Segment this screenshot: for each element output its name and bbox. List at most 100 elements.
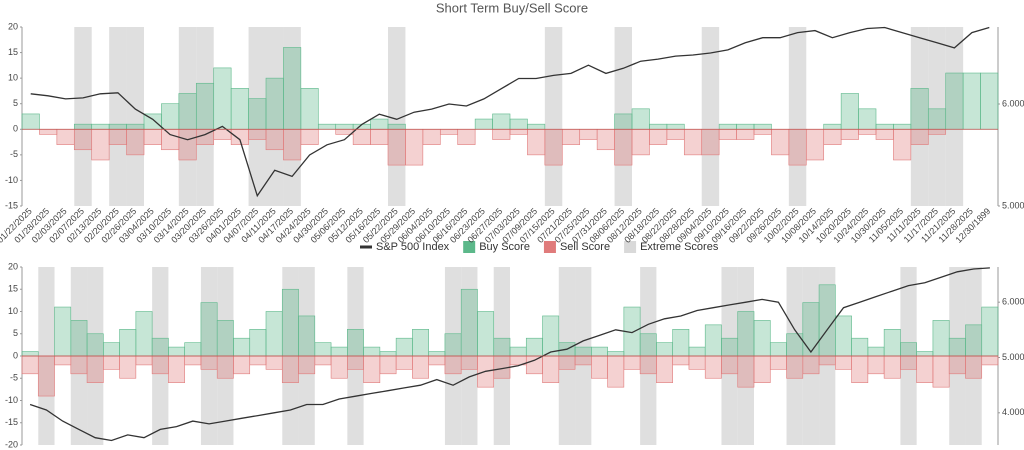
- score-step: [753, 320, 771, 357]
- score-step: [858, 128, 877, 135]
- score-step: [387, 128, 406, 166]
- score-step: [558, 355, 576, 370]
- extreme-band: [388, 27, 406, 206]
- score-step: [910, 88, 929, 130]
- score-step: [916, 351, 934, 357]
- score-step: [607, 355, 625, 388]
- score-step: [21, 113, 40, 130]
- score-step: [460, 288, 478, 357]
- y-tick-label: -20: [5, 439, 18, 449]
- score-step: [771, 128, 790, 156]
- score-step: [300, 128, 319, 145]
- legend: S&P 500 Index Buy Score Sell Score Extreme …: [360, 241, 719, 253]
- y2-tick-label: 6.000: [1002, 297, 1024, 307]
- score-step: [21, 355, 39, 375]
- score-step: [900, 355, 917, 370]
- score-step: [474, 118, 493, 130]
- score-step: [544, 128, 563, 166]
- score-step: [948, 355, 966, 375]
- extreme-band: [109, 27, 127, 206]
- score-step: [444, 355, 462, 375]
- score-step: [701, 128, 720, 156]
- score-step: [161, 103, 180, 130]
- score-step: [786, 355, 804, 379]
- score-step: [753, 123, 772, 130]
- score-step: [54, 355, 72, 366]
- score-step: [614, 113, 633, 130]
- score-step: [596, 128, 615, 151]
- score-step: [737, 355, 755, 388]
- extreme-band: [788, 27, 807, 206]
- score-step: [736, 128, 755, 140]
- score-step: [851, 337, 869, 357]
- score-step: [73, 123, 93, 130]
- score-step: [233, 337, 251, 357]
- legend-swatch: [543, 241, 556, 253]
- score-step: [370, 118, 389, 130]
- score-step: [927, 108, 947, 130]
- y-tick-label: 20: [8, 21, 18, 31]
- score-step: [867, 355, 885, 375]
- score-step: [363, 355, 381, 384]
- score-step: [151, 337, 169, 357]
- score-step: [143, 128, 162, 145]
- score-step: [542, 315, 560, 357]
- y-tick-label: -10: [5, 175, 18, 185]
- score-step: [86, 355, 104, 384]
- score-step: [965, 324, 983, 357]
- y-tick-label: 10: [8, 73, 18, 83]
- score-step: [233, 355, 251, 375]
- score-step: [37, 355, 55, 397]
- score-step: [492, 128, 511, 140]
- score-step: [439, 128, 459, 135]
- score-step: [631, 128, 650, 156]
- score-step: [151, 355, 169, 375]
- score-step: [249, 355, 267, 366]
- score-step: [639, 333, 657, 357]
- score-step: [168, 346, 185, 357]
- score-step: [493, 337, 511, 357]
- score-step: [835, 315, 852, 357]
- score-step: [230, 88, 249, 130]
- score-step: [805, 128, 825, 161]
- score-step: [314, 342, 332, 357]
- score-step: [788, 128, 807, 166]
- score-step: [422, 128, 441, 145]
- score-step: [184, 355, 202, 366]
- score-step: [230, 128, 249, 145]
- score-step: [352, 128, 371, 145]
- score-step: [387, 123, 406, 130]
- y-tick-label: 20: [8, 261, 18, 271]
- y2-tick-label: 5.000: [1002, 200, 1024, 210]
- score-step: [347, 355, 364, 370]
- score-step: [412, 355, 429, 379]
- score-step: [248, 98, 267, 130]
- score-step: [91, 123, 110, 130]
- extreme-band: [248, 27, 266, 206]
- score-step: [317, 123, 337, 130]
- y-tick-label: 10: [8, 306, 18, 316]
- score-step: [248, 128, 267, 140]
- legend-label: Buy Score: [479, 241, 530, 253]
- score-step: [666, 123, 685, 130]
- score-step: [900, 342, 917, 357]
- score-step: [126, 128, 145, 156]
- score-step: [91, 128, 110, 161]
- score-step: [119, 355, 137, 379]
- score-step: [298, 315, 316, 357]
- score-step: [335, 123, 354, 130]
- score-step: [823, 123, 842, 130]
- score-step: [330, 355, 348, 379]
- extreme-band: [910, 27, 929, 206]
- score-step: [683, 128, 703, 156]
- score-step: [492, 113, 511, 130]
- y2-tick-label: 4.000: [1002, 407, 1024, 417]
- score-step: [802, 302, 820, 357]
- score-step: [980, 72, 999, 130]
- score-step: [574, 355, 592, 366]
- score-step: [283, 47, 302, 130]
- score-step: [688, 346, 706, 357]
- score-step: [591, 355, 608, 379]
- score-step: [527, 123, 546, 130]
- score-step: [965, 355, 983, 379]
